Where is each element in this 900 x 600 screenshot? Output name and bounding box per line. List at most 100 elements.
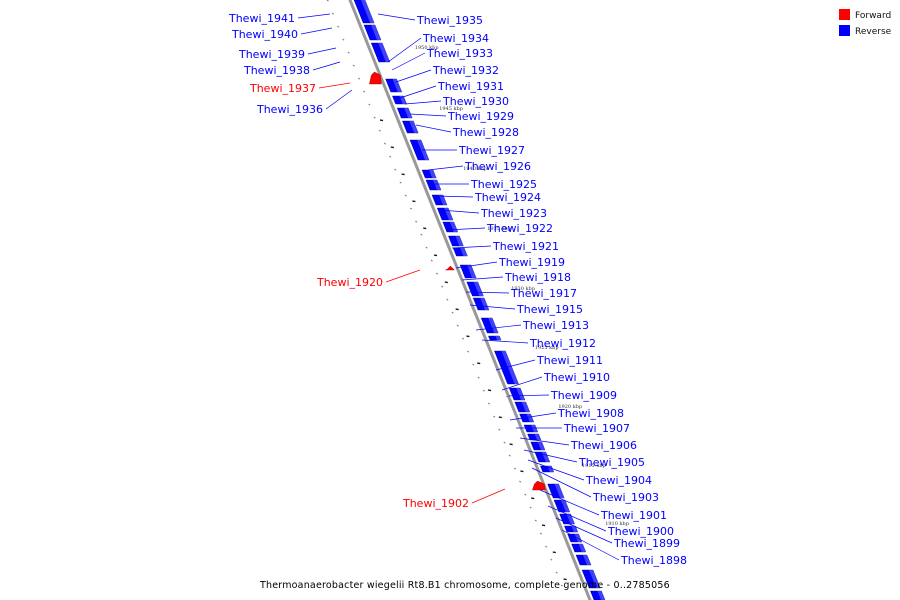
track-dot bbox=[524, 493, 527, 496]
track-dot bbox=[378, 129, 381, 132]
leader-line bbox=[409, 113, 447, 117]
leader-line bbox=[415, 124, 452, 133]
track-dot bbox=[456, 324, 459, 327]
track-mark bbox=[541, 524, 546, 527]
track-dot bbox=[368, 103, 371, 106]
leader-line bbox=[385, 269, 421, 283]
track-dot bbox=[446, 298, 449, 301]
leader-line bbox=[519, 437, 570, 446]
track-mark bbox=[423, 227, 427, 230]
leader-line bbox=[451, 245, 492, 249]
gene-label: Thewi_1900 bbox=[607, 525, 674, 538]
leader-line bbox=[391, 52, 426, 71]
leader-line bbox=[501, 376, 543, 391]
gene-label: Thewi_1911 bbox=[536, 354, 603, 367]
track-mark bbox=[509, 443, 513, 446]
track-dot bbox=[550, 558, 553, 561]
track-mark bbox=[444, 281, 448, 284]
track-dot bbox=[337, 25, 340, 28]
gene-label: Thewi_1904 bbox=[585, 474, 652, 487]
gene-label: Thewi_1929 bbox=[447, 110, 514, 123]
gene-block-shade bbox=[574, 534, 582, 542]
gene-label: Thewi_1915 bbox=[516, 303, 583, 316]
gene-label: Thewi_1899 bbox=[613, 537, 680, 550]
gene-label: Thewi_1922 bbox=[486, 222, 553, 235]
gene-label: Thewi_1907 bbox=[563, 422, 630, 435]
track-dot bbox=[477, 376, 480, 379]
leader-line bbox=[395, 69, 432, 83]
gene-block-shade bbox=[460, 248, 468, 256]
gene-block-shade bbox=[571, 526, 578, 532]
track-mark bbox=[401, 173, 405, 176]
legend-swatch-reverse bbox=[839, 25, 850, 36]
gene-label: Thewi_1938 bbox=[243, 64, 310, 77]
leader-line bbox=[547, 505, 607, 532]
leader-line bbox=[455, 261, 498, 269]
leader-line bbox=[377, 13, 416, 21]
track-dot bbox=[545, 545, 548, 548]
gene-block-shade bbox=[578, 544, 586, 552]
track-dot bbox=[342, 38, 345, 41]
gene-label: Thewi_1906 bbox=[570, 439, 637, 452]
track-dot bbox=[519, 480, 522, 483]
track-dot bbox=[461, 337, 465, 340]
gene-label: Thewi_1928 bbox=[452, 126, 519, 139]
track-mark bbox=[520, 470, 524, 473]
track-dot bbox=[441, 285, 444, 288]
gene-label: Thewi_1924 bbox=[474, 191, 541, 204]
track-mark bbox=[433, 254, 438, 257]
legend: Forward Reverse bbox=[839, 9, 892, 37]
track-dot bbox=[383, 142, 387, 145]
forward-strand-track bbox=[326, 0, 567, 587]
gene-block-shade bbox=[467, 265, 477, 278]
track-dot bbox=[326, 0, 329, 2]
forward-gene-arrow bbox=[445, 265, 455, 271]
gene-block-shade bbox=[371, 25, 381, 40]
leader-line bbox=[297, 13, 331, 19]
track-mark bbox=[563, 578, 567, 581]
gene-label: Thewi_1905 bbox=[578, 456, 645, 469]
track-dot bbox=[399, 181, 402, 184]
track-dot bbox=[394, 168, 397, 171]
track-mark bbox=[466, 335, 470, 338]
gene-block-shade bbox=[526, 414, 534, 422]
gene-label: Thewi_1908 bbox=[557, 407, 624, 420]
leader-line bbox=[318, 82, 351, 89]
track-dot bbox=[508, 454, 511, 457]
gene-label: Thewi_1939 bbox=[238, 48, 305, 61]
gene-block-shade bbox=[589, 570, 601, 588]
track-dot bbox=[539, 532, 543, 535]
leader-line bbox=[399, 85, 437, 99]
gene-label: Thewi_1934 bbox=[422, 32, 489, 45]
gene-label: Thewi_1921 bbox=[492, 240, 559, 253]
forward-gene-arrow bbox=[532, 480, 546, 491]
backbone bbox=[348, 0, 592, 600]
leader-line bbox=[531, 467, 592, 498]
gene-block-shade bbox=[554, 484, 565, 498]
gene-label: Thewi_1933 bbox=[426, 47, 493, 60]
track-mark bbox=[498, 416, 502, 419]
track-dot bbox=[363, 90, 366, 93]
track-dot bbox=[472, 363, 475, 366]
gene-label: Thewi_1930 bbox=[442, 95, 509, 108]
gene-block-shade bbox=[531, 425, 538, 432]
track-dot bbox=[513, 467, 517, 470]
gene-label: Thewi_1926 bbox=[464, 160, 531, 173]
scale-tick-label: 1910 kbp bbox=[605, 521, 629, 527]
track-dot bbox=[357, 77, 361, 80]
leader-line bbox=[561, 529, 620, 561]
leader-line bbox=[471, 488, 506, 504]
gene-block-shade bbox=[429, 170, 437, 178]
leader-line bbox=[469, 304, 516, 310]
track-dot bbox=[430, 259, 433, 262]
track-mark bbox=[390, 146, 394, 149]
leader-line bbox=[527, 459, 585, 481]
gene-label: Thewi_1932 bbox=[432, 64, 499, 77]
leader-line bbox=[509, 412, 557, 421]
leader-line bbox=[387, 37, 422, 63]
gene-block-shade bbox=[534, 434, 541, 440]
gene-block-shade bbox=[561, 500, 570, 512]
gene-block-shade bbox=[433, 180, 441, 190]
leader-line bbox=[325, 89, 353, 110]
gene-block-shade bbox=[521, 402, 530, 412]
